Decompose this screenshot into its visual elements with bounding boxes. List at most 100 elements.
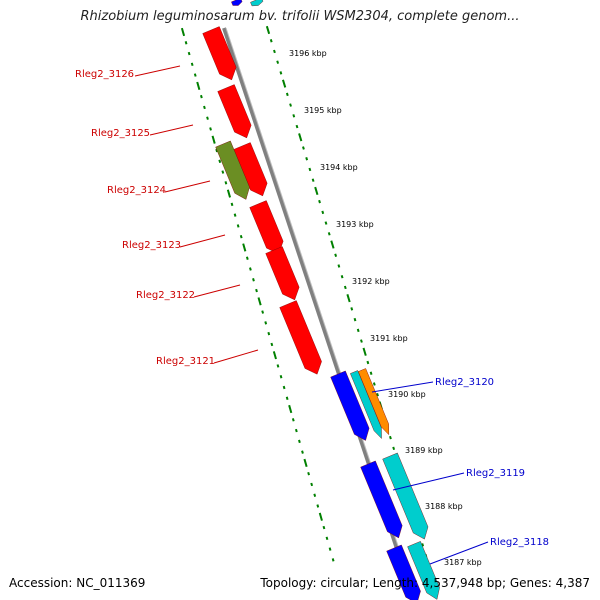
- ruler-tick: [233, 213, 237, 217]
- ruler-tick: [298, 133, 303, 142]
- ruler-tick: [325, 536, 329, 541]
- gene-label-leader: [371, 381, 434, 393]
- ruler-tick: [321, 210, 325, 215]
- ruler-tick: [350, 307, 354, 311]
- ruler-tick: [343, 285, 347, 290]
- ruler-tick: [224, 181, 228, 185]
- ruler-tick: [270, 342, 274, 347]
- ruler-tick: [282, 385, 286, 390]
- ruler-tick: [206, 116, 209, 120]
- gene-arrow-rleg2-3122[interactable]: [265, 246, 300, 301]
- ruler-tick: [353, 317, 357, 322]
- ruler-tick: [226, 189, 232, 198]
- gene-label-rleg2-3118[interactable]: Rleg2_3118: [490, 537, 549, 548]
- gene-arrow-rleg2-3123[interactable]: [249, 200, 284, 255]
- ruler-tick: [302, 146, 305, 150]
- gene-label-rleg2-3119[interactable]: Rleg2_3119: [466, 468, 525, 479]
- ruler-tick: [318, 512, 323, 521]
- ruler-tick: [249, 267, 252, 271]
- scale-label-kbp: 3190 kbp: [388, 390, 426, 399]
- gene-arrow-rleg2-3121[interactable]: [279, 300, 322, 375]
- gene-arrow-rleg2-3118[interactable]: [386, 544, 421, 600]
- scale-label-kbp: 3188 kbp: [425, 502, 463, 511]
- ruler-tick: [316, 504, 320, 508]
- scale-label-kbp: 3195 kbp: [304, 106, 342, 115]
- scale-label-kbp: 3189 kbp: [405, 446, 443, 455]
- gene-label-leader: [429, 541, 489, 565]
- ruler-tick: [221, 170, 225, 174]
- gene-arrow-top-cyan[interactable]: [250, 0, 264, 7]
- ruler-tick: [346, 294, 351, 303]
- gene-arrow-rleg2-3126[interactable]: [202, 26, 237, 81]
- ruler-tick: [273, 49, 276, 54]
- ruler-tick: [265, 25, 271, 35]
- gene-arrow-rleg2-3124[interactable]: [215, 140, 250, 200]
- ruler-tick: [298, 439, 301, 444]
- gene-arrow-rleg2-3120-orange[interactable]: [358, 368, 390, 436]
- ruler-tick: [261, 310, 265, 314]
- ruler-tick: [200, 94, 203, 99]
- ruler-tick: [180, 27, 186, 37]
- ruler-tick: [362, 347, 367, 356]
- ruler-tick: [282, 79, 287, 88]
- gene-label-rleg2-3121[interactable]: Rleg2_3121: [156, 356, 215, 367]
- ruler-tick: [311, 178, 315, 182]
- gene-arrow-rleg2-3120-blue[interactable]: [330, 370, 370, 441]
- ruler-tick: [285, 396, 289, 400]
- scale-label-kbp: 3191 kbp: [370, 334, 408, 343]
- gene-label-rleg2-3120[interactable]: Rleg2_3120: [435, 377, 494, 388]
- ruler-tick: [203, 105, 206, 110]
- gene-label-rleg2-3122[interactable]: Rleg2_3122: [136, 290, 195, 301]
- ruler-tick: [360, 339, 363, 343]
- ruler-tick: [318, 199, 321, 204]
- ruler-tick: [340, 274, 344, 279]
- gene-arrow-top-blue[interactable]: [231, 0, 243, 6]
- ruler-tick: [245, 256, 249, 260]
- ruler-tick: [334, 253, 338, 257]
- ruler-tick: [301, 450, 304, 454]
- ruler-tick: [376, 392, 379, 397]
- ruler-tick: [236, 224, 240, 228]
- ruler-tick: [328, 547, 332, 551]
- ruler-tick: [292, 114, 296, 118]
- genome-summary-label: Topology: circular; Length: 4,537,948 bp…: [260, 576, 590, 590]
- gene-arrow-rleg2-3119-cyan[interactable]: [382, 452, 429, 540]
- ruler-tick: [239, 234, 243, 239]
- gene-label-rleg2-3126[interactable]: Rleg2_3126: [75, 69, 134, 80]
- ruler-tick: [264, 321, 268, 325]
- ruler-tick: [337, 264, 341, 268]
- ruler-tick: [308, 167, 312, 172]
- gene-label-leader: [149, 124, 194, 136]
- ruler-tick: [310, 482, 314, 487]
- ruler-tick: [356, 328, 360, 333]
- gene-label-leader: [134, 65, 181, 77]
- gene-arrow-rleg2-3125[interactable]: [217, 84, 252, 139]
- ruler-tick: [187, 51, 191, 56]
- ruler-tick: [289, 103, 292, 107]
- gene-label-leader: [213, 349, 259, 364]
- gene-arrow-rleg2-3120-cyan[interactable]: [350, 370, 382, 440]
- ruler-tick: [218, 159, 222, 163]
- gene-label-leader: [179, 234, 226, 248]
- gene-arrow-rleg2-3118-cyan[interactable]: [407, 541, 440, 600]
- ruler-tick: [193, 73, 197, 77]
- ruler-tick: [303, 458, 308, 468]
- gene-label-rleg2-3124[interactable]: Rleg2_3124: [107, 185, 166, 196]
- ruler-tick: [279, 375, 283, 379]
- ruler-tick: [307, 471, 310, 476]
- gene-label-rleg2-3123[interactable]: Rleg2_3123: [122, 240, 181, 251]
- ruler-tick: [285, 92, 289, 97]
- ruler-tick: [389, 435, 392, 440]
- ruler-tick: [211, 135, 216, 144]
- ruler-tick: [392, 446, 396, 451]
- ruler-tick: [190, 62, 194, 67]
- gene-label-rleg2-3125[interactable]: Rleg2_3125: [91, 128, 150, 139]
- ruler-tick: [313, 493, 317, 497]
- gene-label-leader: [193, 284, 241, 298]
- ruler-tick: [288, 404, 293, 414]
- genome-title: Rhizobium leguminosarum bv. trifolii WSM…: [80, 9, 520, 24]
- ruler-tick: [276, 60, 280, 64]
- gene-arrow-rleg2-3119[interactable]: [360, 460, 403, 539]
